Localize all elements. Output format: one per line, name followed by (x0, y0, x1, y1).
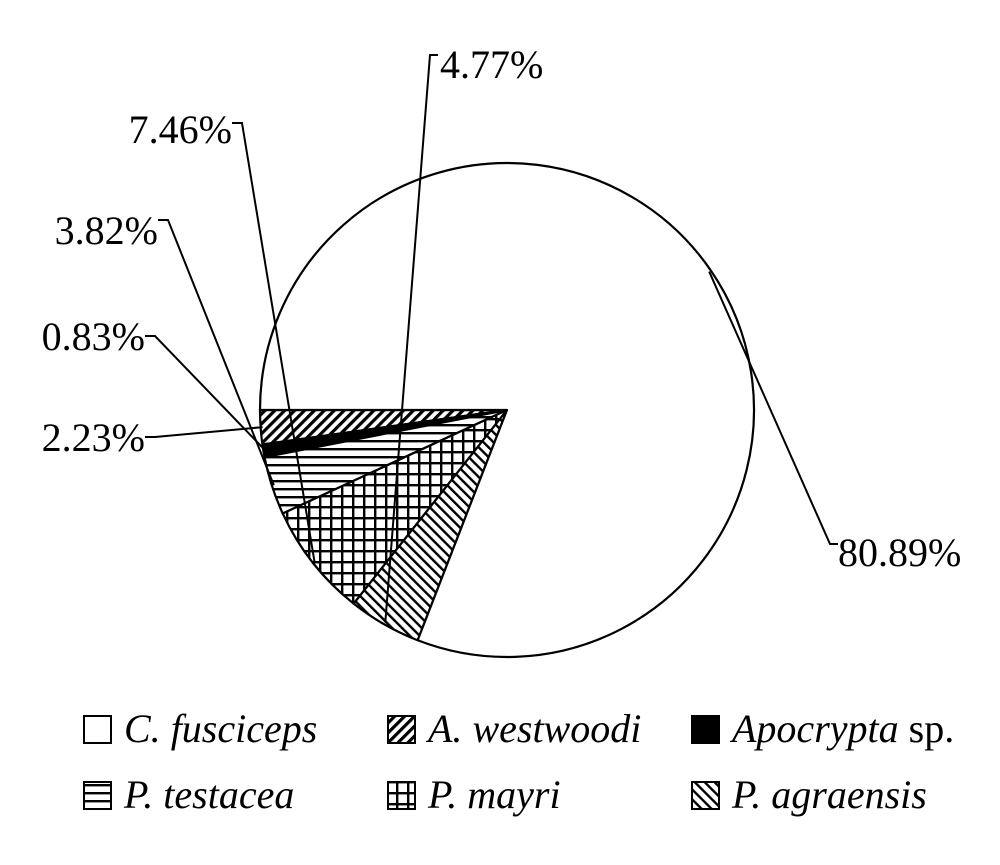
leader-apocrypta-sp (145, 335, 267, 452)
legend-swatch-a-westwoodi (387, 715, 416, 744)
legend-item-p-agraensis: P. agraensis (691, 772, 927, 817)
legend-swatch-apocrypta-sp (691, 715, 720, 744)
legend-item-apocrypta-sp: Apocrypta sp. (691, 706, 954, 751)
legend-label-c-fusciceps: C. fusciceps (124, 706, 317, 751)
label-apocrypta-sp: 0.83% (42, 314, 145, 359)
label-p-mayri: 7.46% (129, 107, 232, 152)
leader-lines (145, 54, 838, 623)
legend: C. fusciceps A. westwoodi Apocrypta sp. P. … (83, 706, 954, 817)
label-c-fusciceps: 80.89% (838, 530, 961, 575)
legend-label-apocrypta-sp: Apocrypta sp. (729, 706, 954, 751)
label-p-agraensis: 4.77% (440, 42, 543, 87)
legend-item-p-testacea: P. testacea (83, 772, 294, 817)
legend-item-a-westwoodi: A. westwoodi (387, 706, 641, 751)
leader-p-mayri (232, 122, 316, 562)
label-p-testacea: 3.82% (55, 208, 158, 253)
leader-p-testacea (158, 219, 275, 486)
leader-p-agraensis (384, 54, 438, 623)
legend-label-p-testacea: P. testacea (123, 772, 294, 817)
legend-swatch-p-mayri (387, 781, 416, 810)
slice-labels: 2.23% 0.83% 3.82% 7.46% 4.77% 80.89% (42, 42, 962, 575)
leader-c-fusciceps (708, 271, 838, 545)
legend-item-c-fusciceps: C. fusciceps (83, 706, 317, 751)
legend-item-p-mayri: P. mayri (387, 772, 561, 817)
leader-a-westwoodi (145, 426, 263, 438)
slice-c-fusciceps (258, 161, 756, 659)
legend-label-p-mayri: P. mayri (427, 772, 561, 817)
legend-swatch-p-testacea (83, 781, 112, 810)
label-a-westwoodi: 2.23% (42, 415, 145, 460)
legend-label-p-agraensis: P. agraensis (731, 772, 927, 817)
legend-swatch-p-agraensis (691, 781, 720, 810)
legend-swatch-c-fusciceps (83, 715, 112, 744)
legend-label-a-westwoodi: A. westwoodi (425, 706, 641, 751)
pie-slices (258, 161, 756, 659)
